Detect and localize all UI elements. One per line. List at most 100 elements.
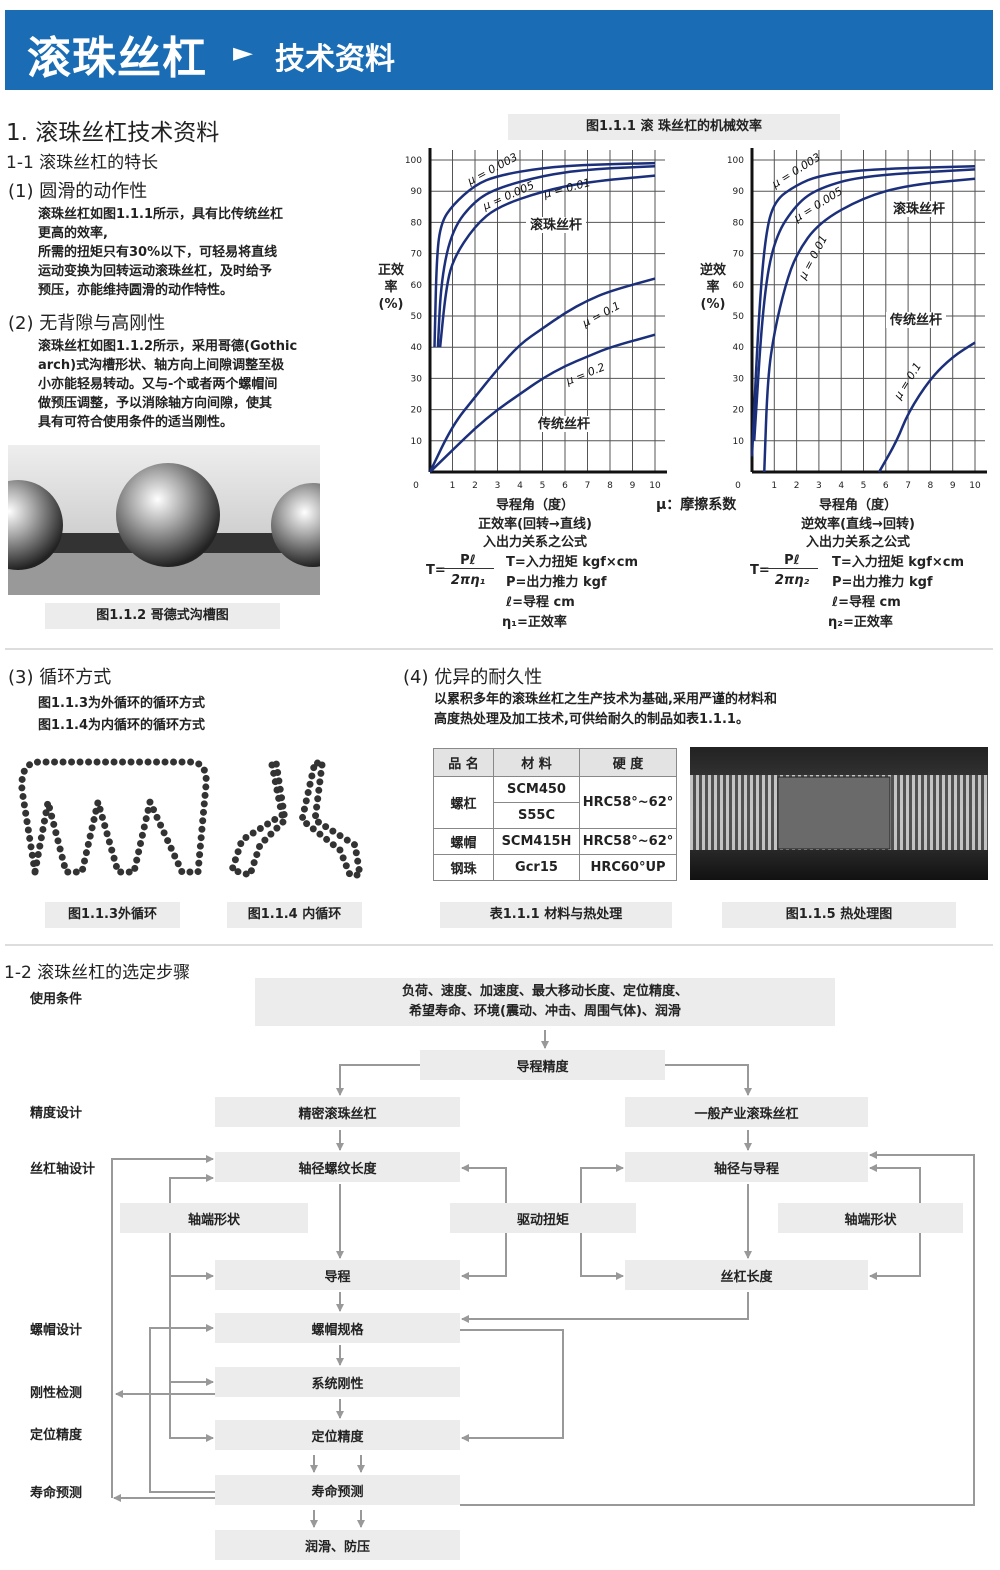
fig114-caption: 图1.1.4 内循环: [227, 902, 362, 928]
y-tick-label: 70: [733, 250, 745, 260]
circulation-diagrams: [18, 755, 365, 880]
formula-def: η₂=正效率: [828, 615, 893, 630]
text-line: 运动变换为回转运动滚珠丝杠，及时给予: [38, 264, 273, 279]
formula-def: ℓ=导程 cm: [506, 595, 575, 610]
fig112-caption: 图1.1.2 哥德式沟槽图: [45, 603, 280, 629]
flow-box-end-left: 轴端形状: [120, 1203, 308, 1233]
y-tick-label: 30: [733, 374, 745, 384]
text-line: 图1.1.4为内循环的循环方式: [38, 718, 206, 733]
table-cell: 钢珠: [433, 854, 494, 881]
selection-steps-title: 1-2 滚珠丝杠的选定步骤: [4, 963, 191, 983]
text-line: 希望寿命、环境(震动、冲击、周围气体)、润滑: [409, 1004, 681, 1019]
divider: [5, 648, 993, 650]
flow-box-lead-accuracy: 导程精度: [420, 1050, 665, 1080]
formula-denominator: 2πη₁: [450, 573, 486, 588]
text-line: arch)式沟槽形状、轴方向上间隙调整至极: [38, 358, 285, 373]
x-tick-label: 5: [861, 481, 867, 491]
feature-text-1: 滚珠丝杠如图1.1.1所示，具有比传统丝杠 更高的效率, 所需的扭矩只有30%以…: [38, 205, 283, 300]
series-line: [428, 277, 656, 473]
table-header-row: 品 名 材 料 硬 度: [433, 748, 677, 777]
external-circulation-diagram: [18, 758, 210, 876]
y-tick-label: 50: [733, 312, 745, 322]
text-line: 以累积多年的滚珠丝杠之生产技术为基础,采用严谨的材料和: [434, 692, 777, 707]
series-line: [752, 168, 976, 441]
text-line: 更高的效率,: [38, 226, 108, 241]
formula-def: P=出力推力 kgf: [832, 575, 933, 590]
text-line: 所需的扭矩只有30%以下，可轻易将直线: [38, 245, 278, 260]
text-line: 小亦能轻易转动。又与-个或者两个螺帽间: [38, 377, 278, 392]
x-tick-label: 2: [472, 481, 478, 491]
chart2-ylabel: 逆效率(%): [699, 263, 726, 312]
feature-text-2: 滚珠丝杠如图1.1.2所示，采用哥德(Gothic arch)式沟槽形状、轴方向…: [38, 337, 297, 432]
table-header: 品 名: [433, 748, 494, 777]
chart-annotation: 传统丝杆: [889, 312, 942, 328]
table-cell: HRC60°UP: [579, 854, 677, 881]
flow-box-nut-spec: 螺帽规格: [215, 1313, 460, 1343]
y-tick-label: 60: [411, 281, 423, 291]
x-tick-label: 1: [450, 481, 456, 491]
side-label: 使用条件: [30, 992, 83, 1007]
x-tick-label: 9: [950, 481, 956, 491]
header-title: 滚珠丝杠: [27, 33, 207, 84]
series-line: [878, 341, 976, 473]
y-tick-label: 10: [411, 437, 423, 447]
flow-box-positioning: 定位精度: [215, 1420, 460, 1450]
text-line: 图1.1.3为外循环的循环方式: [38, 696, 206, 711]
flow-box-general: 一般产业滚珠丝杠: [625, 1097, 868, 1127]
formula-forward: T= Pℓ 2πη₁ T=入力扭矩 kgf×cm P=出力推力 kgf ℓ=导程…: [426, 553, 656, 633]
formula-def: T=入力扭矩 kgf×cm: [832, 555, 965, 570]
annotation-bg: [889, 201, 949, 217]
durability-text: 以累积多年的滚珠丝杠之生产技术为基础,采用严谨的材料和 高度热处理及加工技术,可…: [434, 690, 777, 730]
fig115-caption: 图1.1.5 热处理图: [722, 902, 956, 928]
formula-lhs: T=: [750, 563, 770, 578]
y-tick-label: 60: [733, 281, 745, 291]
fig111-caption: 图1.1.1 滚 珠丝杠的机械效率: [508, 114, 840, 140]
series-line: [429, 333, 656, 473]
table-row: 钢珠 Gcr15 HRC60°UP: [433, 854, 677, 881]
formula-heading-right: 入出力关系之公式: [805, 535, 910, 550]
flow-box-shaft-thread: 轴径螺纹长度: [215, 1152, 460, 1182]
formula-denominator: 2πη₂: [774, 573, 810, 588]
circulation-title: (3) 循环方式: [8, 667, 112, 688]
gothic-arch-groove-photo: [8, 445, 320, 595]
material-table: 品 名 材 料 硬 度 螺杠 SCM450 HRC58°~62° S55C 螺帽…: [433, 748, 677, 881]
text-line: 高度热处理及加工技术,可供给耐久的制品如表1.1.1。: [434, 712, 749, 727]
x-tick-label: 7: [905, 481, 911, 491]
y-tick-label: 100: [405, 156, 422, 166]
side-label: 精度设计: [30, 1106, 83, 1121]
table-cell: 螺帽: [433, 828, 494, 855]
formula-numerator: Pℓ: [766, 553, 818, 569]
chart2-subtitle: 逆效率(直线→回转): [801, 517, 915, 532]
y-tick-label: 80: [411, 218, 423, 228]
side-label: 定位精度: [30, 1428, 83, 1443]
side-label: 丝杠轴设计: [30, 1162, 96, 1177]
formula-lhs: T=: [426, 563, 446, 578]
text-line: 做预压调整，予以消除轴方向间隙，使其: [38, 396, 273, 411]
x-tick-label: 7: [585, 481, 591, 491]
y-tick-label: 20: [411, 406, 423, 416]
fig113-caption: 图1.1.3外循环: [45, 902, 180, 928]
x-tick-label: 1: [771, 481, 777, 491]
chart-annotation: 滚珠丝杆: [530, 217, 582, 233]
y-tick-label: 100: [727, 156, 744, 166]
series-line: [436, 164, 656, 348]
x-tick-label: 0: [413, 481, 419, 491]
text-line: 具有可符合使用条件的适当刚性。: [38, 415, 234, 430]
table-cell: SCM450: [493, 776, 580, 803]
section-title: 1. 滚珠丝杠技术资料: [6, 120, 220, 146]
table-header: 材 料: [493, 748, 580, 777]
text-line: 滚珠丝杠如图1.1.1所示，具有比传统丝杠: [38, 207, 284, 222]
table-row: 螺帽 SCM415H HRC58°~62°: [433, 828, 677, 855]
x-tick-label: 5: [540, 481, 546, 491]
y-tick-label: 90: [411, 187, 423, 197]
flow-box-lead: 导程: [215, 1260, 460, 1290]
y-tick-label: 20: [733, 406, 745, 416]
series-line: [763, 177, 976, 473]
text-line: 预压，亦能维持圆滑的动作特性。: [38, 283, 234, 298]
efficiency-charts: 0 1 2 3 4 5 6 7 8 9 10102030405060708090100滚珠丝杆传统丝…: [405, 148, 987, 491]
y-tick-label: 30: [411, 374, 423, 384]
text-line: 负荷、速度、加速度、最大移动长度、定位精度、: [401, 984, 688, 999]
flow-box-lubrication: 润滑、防压: [215, 1530, 460, 1560]
chart-2: 0 1 2 3 4 5 6 7 8 9 10 10 20 30 40 50 60 70 80 90 100 滚珠丝杆传统丝…: [727, 148, 987, 491]
